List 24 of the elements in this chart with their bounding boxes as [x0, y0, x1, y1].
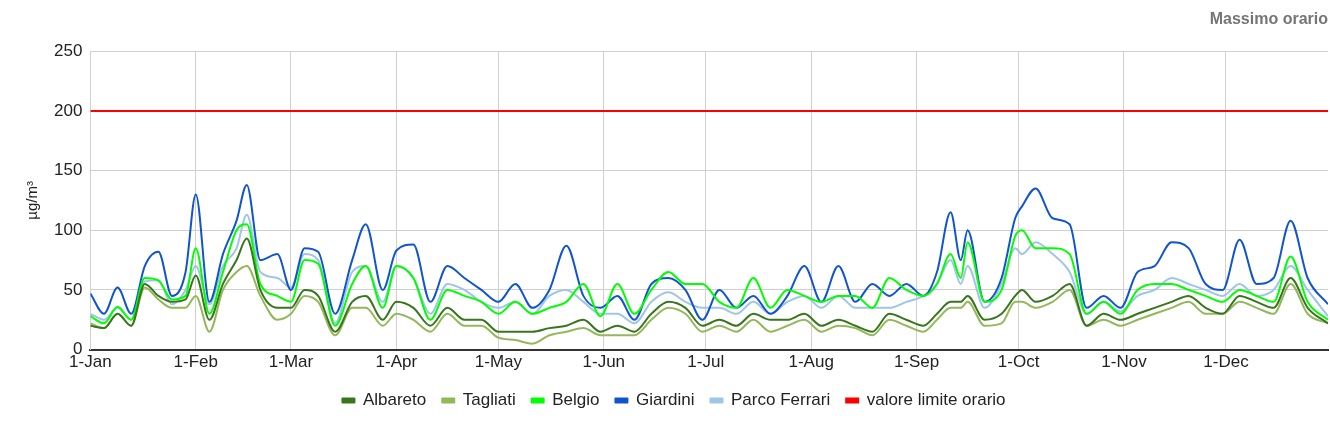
- x-tick-label: 1-Jul: [687, 352, 725, 372]
- x-tick-label: 1-Aug: [788, 352, 834, 372]
- x-tick-label: 1-Feb: [173, 352, 218, 372]
- y-tick-label: 50: [63, 279, 83, 299]
- legend-label: Belgio: [552, 390, 600, 410]
- legend-label: valore limite orario: [866, 390, 1006, 410]
- legend-label: Albareto: [362, 390, 427, 410]
- y-tick-label: 100: [53, 219, 83, 239]
- x-tick-label: 1-Jun: [582, 352, 626, 372]
- y-tick-label: 250: [53, 40, 83, 60]
- x-tick-label: 1-Mar: [268, 352, 314, 372]
- legend-label: Parco Ferrari: [731, 390, 831, 410]
- y-tick-label: 200: [53, 100, 83, 120]
- x-tick-label: 1-May: [474, 352, 523, 372]
- y-axis-title: µg/m³: [23, 181, 41, 220]
- x-tick-label: 1-Sep: [893, 352, 940, 372]
- x-tick-label: 1-Apr: [375, 352, 418, 372]
- x-tick-label: 1-Oct: [997, 352, 1040, 372]
- chart-title: Massimo orario: [1209, 10, 1329, 28]
- x-tick-label: 1-Dec: [1203, 352, 1250, 372]
- y-tick-label: 150: [53, 160, 83, 180]
- x-tick-label: 1-Nov: [1101, 352, 1148, 372]
- legend-label: Tagliati: [462, 390, 516, 410]
- legend-label: Giardini: [635, 390, 695, 410]
